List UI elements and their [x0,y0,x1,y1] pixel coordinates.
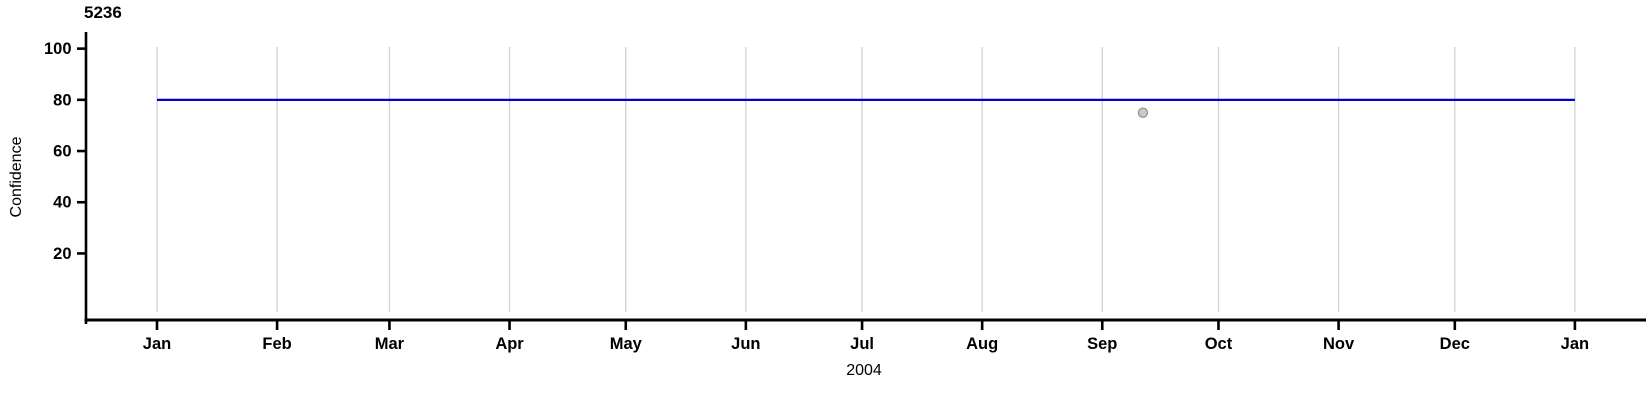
x-tick-label: Apr [495,335,524,353]
observation-point [1137,107,1149,118]
x-tick-label: Mar [375,335,405,353]
x-tick-label: Jan [143,335,171,353]
chart-title: 5236 [84,3,122,22]
x-tick-label: Oct [1205,335,1233,353]
x-tick-label: May [610,335,643,353]
y-axis-label: Confidence [8,136,25,218]
x-tick-label: Jul [850,335,874,353]
y-tick-label: 60 [53,143,71,161]
x-tick-label: Jan [1561,335,1589,353]
x-tick-label: Sep [1087,335,1117,353]
x-tick-label: Jun [731,335,760,353]
y-tick-label: 40 [53,194,71,212]
x-axis-label: 2004 [846,362,882,379]
y-tick-label: 80 [53,91,71,109]
y-tick-label: 100 [44,40,72,58]
x-tick-label: Aug [966,335,998,353]
x-tick-label: Dec [1440,335,1470,353]
x-tick-label: Feb [262,335,291,353]
x-tick-label: Nov [1323,335,1355,353]
y-tick-label: 20 [53,245,71,263]
